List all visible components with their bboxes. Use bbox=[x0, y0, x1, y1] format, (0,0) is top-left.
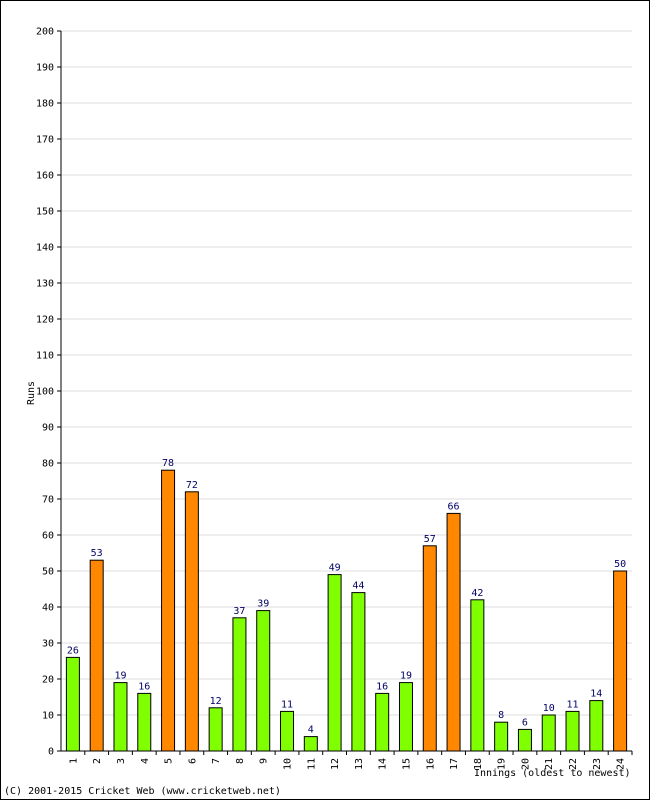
bar bbox=[303, 736, 318, 752]
bar bbox=[89, 559, 104, 752]
x-tick-label: 22 bbox=[568, 758, 579, 770]
y-tick-label: 200 bbox=[36, 27, 54, 38]
bar-value-label: 14 bbox=[590, 689, 602, 700]
y-tick-label: 10 bbox=[42, 711, 54, 722]
bar bbox=[541, 714, 556, 752]
bar-value-label: 11 bbox=[281, 699, 293, 710]
x-tick-label: 13 bbox=[354, 758, 365, 770]
x-tick-label: 20 bbox=[520, 758, 531, 770]
y-tick-label: 170 bbox=[36, 135, 54, 146]
y-axis-label: Runs bbox=[26, 381, 37, 405]
bar-value-label: 16 bbox=[138, 681, 150, 692]
x-tick-label: 14 bbox=[378, 758, 389, 770]
y-tick-label: 110 bbox=[36, 351, 54, 362]
x-tick-label: 4 bbox=[140, 758, 151, 764]
x-tick-label: 17 bbox=[449, 758, 460, 770]
y-tick-label: 150 bbox=[36, 207, 54, 218]
x-tick-label: 9 bbox=[259, 758, 270, 764]
bar bbox=[327, 574, 342, 752]
y-tick-label: 90 bbox=[42, 423, 54, 434]
x-tick-label: 3 bbox=[116, 758, 127, 764]
x-tick-label: 7 bbox=[211, 758, 222, 764]
bar bbox=[280, 710, 295, 752]
y-tick-label: 180 bbox=[36, 99, 54, 110]
bar bbox=[184, 491, 199, 752]
y-tick-label: 140 bbox=[36, 243, 54, 254]
y-tick-label: 30 bbox=[42, 639, 54, 650]
bar bbox=[256, 610, 271, 752]
bar bbox=[113, 682, 128, 752]
bar-value-label: 78 bbox=[162, 458, 174, 469]
x-tick-label: 21 bbox=[544, 758, 555, 770]
x-tick-label: 19 bbox=[497, 758, 508, 770]
bar-value-label: 50 bbox=[614, 559, 626, 570]
bar bbox=[351, 592, 366, 752]
bar bbox=[137, 692, 152, 752]
x-tick-label: 11 bbox=[306, 758, 317, 770]
y-tick-label: 160 bbox=[36, 171, 54, 182]
bar-value-label: 4 bbox=[308, 725, 314, 736]
bar-value-label: 39 bbox=[257, 599, 269, 610]
bar-value-label: 12 bbox=[210, 696, 222, 707]
bar bbox=[517, 728, 532, 752]
bar-value-label: 16 bbox=[376, 681, 388, 692]
bar-value-label: 19 bbox=[400, 671, 412, 682]
y-tick-label: 0 bbox=[48, 747, 54, 758]
bar-value-label: 6 bbox=[522, 717, 528, 728]
bar-value-label: 11 bbox=[566, 699, 578, 710]
bar bbox=[422, 545, 437, 752]
x-tick-label: 6 bbox=[187, 758, 198, 764]
bar bbox=[589, 700, 604, 752]
bar-value-label: 72 bbox=[186, 480, 198, 491]
bar bbox=[65, 656, 80, 752]
x-tick-label: 16 bbox=[425, 758, 436, 770]
bar bbox=[494, 721, 509, 752]
y-tick-label: 130 bbox=[36, 279, 54, 290]
bar bbox=[613, 570, 628, 752]
bar-value-label: 42 bbox=[471, 588, 483, 599]
bar-value-label: 37 bbox=[233, 606, 245, 617]
x-tick-label: 8 bbox=[235, 758, 246, 764]
y-tick-label: 60 bbox=[42, 531, 54, 542]
x-tick-label: 24 bbox=[616, 758, 627, 770]
y-tick-label: 20 bbox=[42, 675, 54, 686]
x-tick-label: 2 bbox=[92, 758, 103, 764]
x-tick-label: 5 bbox=[164, 758, 175, 764]
bar bbox=[446, 512, 461, 752]
x-tick-label: 18 bbox=[473, 758, 484, 770]
bar bbox=[565, 710, 580, 752]
bar-value-label: 57 bbox=[424, 534, 436, 545]
y-tick-label: 80 bbox=[42, 459, 54, 470]
bar bbox=[208, 707, 223, 752]
bar bbox=[470, 599, 485, 752]
y-tick-label: 100 bbox=[36, 387, 54, 398]
bar-value-label: 26 bbox=[67, 645, 79, 656]
x-tick-label: 23 bbox=[592, 758, 603, 770]
y-tick-label: 70 bbox=[42, 495, 54, 506]
bar-value-label: 53 bbox=[91, 548, 103, 559]
bar-value-label: 44 bbox=[352, 581, 364, 592]
bar bbox=[398, 682, 413, 752]
x-axis-label: Innings (oldest to newest) bbox=[474, 768, 631, 779]
x-tick-label: 10 bbox=[283, 758, 294, 770]
x-tick-label: 1 bbox=[68, 758, 79, 764]
copyright-text: (C) 2001-2015 Cricket Web (www.cricketwe… bbox=[4, 786, 281, 797]
bar bbox=[232, 617, 247, 752]
x-tick-label: 15 bbox=[401, 758, 412, 770]
bar-value-label: 19 bbox=[114, 671, 126, 682]
bar-value-label: 66 bbox=[448, 501, 460, 512]
bar-value-label: 49 bbox=[329, 563, 341, 574]
bar bbox=[375, 692, 390, 752]
y-tick-label: 120 bbox=[36, 315, 54, 326]
y-tick-label: 190 bbox=[36, 63, 54, 74]
bar bbox=[161, 469, 176, 752]
bar-value-label: 10 bbox=[543, 703, 555, 714]
bar-value-label: 8 bbox=[498, 710, 504, 721]
x-tick-label: 12 bbox=[330, 758, 341, 770]
y-tick-label: 40 bbox=[42, 603, 54, 614]
y-tick-label: 50 bbox=[42, 567, 54, 578]
